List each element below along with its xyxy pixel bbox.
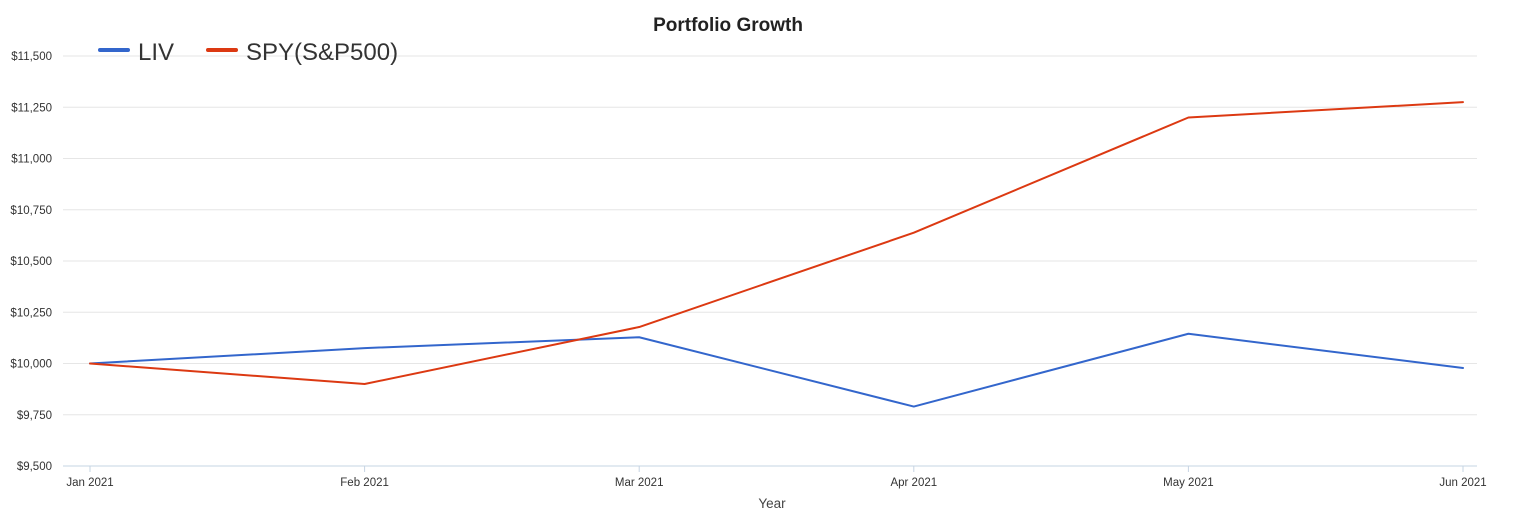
y-tick-label: $11,250 — [11, 102, 52, 114]
y-tick-label: $11,000 — [11, 154, 52, 166]
y-tick-label: $9,750 — [17, 410, 52, 422]
x-axis-label: Year — [758, 496, 786, 511]
series-lines — [89, 101, 1464, 408]
chart-title: Portfolio Growth — [653, 15, 803, 36]
x-tick-label: Jan 2021 — [66, 477, 113, 489]
y-tick-label: $9,500 — [17, 461, 52, 473]
y-tick-label: $10,000 — [10, 359, 52, 371]
y-tick-label: $11,500 — [11, 51, 52, 63]
legend-label: LIV — [138, 39, 174, 66]
axes: $9,500 $9,750 $10,000 $10,250 $10,500 $10,750… — [10, 51, 1486, 489]
legend-label: SPY(S&P500) — [246, 39, 398, 66]
x-tick-label: Jun 2021 — [1439, 477, 1486, 489]
x-tick-label: May 2021 — [1163, 477, 1214, 489]
x-tick-label: Feb 2021 — [340, 477, 389, 489]
x-tick-label: Apr 2021 — [890, 477, 937, 489]
y-tick-label: $10,750 — [10, 205, 52, 217]
grid-lines — [63, 55, 1477, 416]
legend: LIV SPY(S&P500) — [98, 39, 398, 66]
series-line-spy-s-p500 — [89, 101, 1464, 385]
x-tick-label: Mar 2021 — [615, 477, 664, 489]
y-tick-label: $10,500 — [10, 256, 52, 268]
y-tick-label: $10,250 — [10, 307, 52, 319]
series-line-liv — [89, 332, 1464, 408]
